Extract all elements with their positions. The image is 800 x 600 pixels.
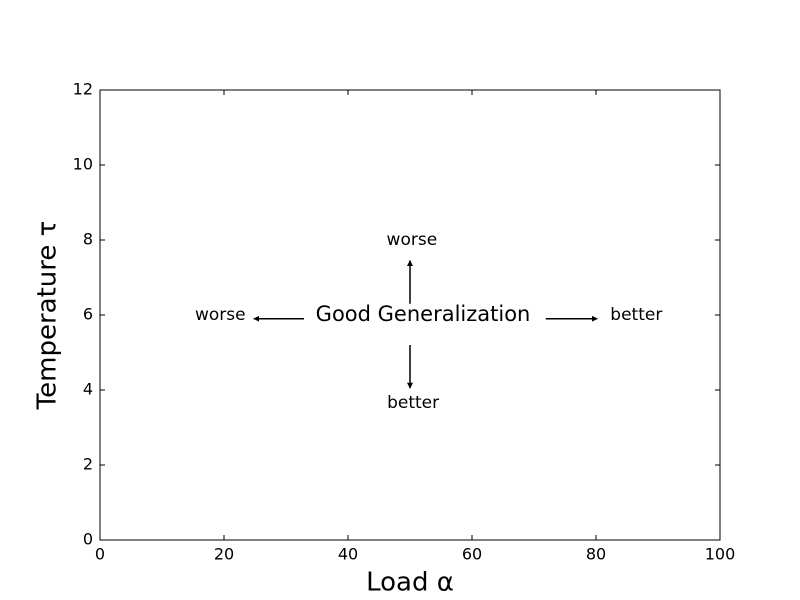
- x-tick-label: 0: [95, 545, 105, 564]
- x-tick-label: 80: [586, 545, 606, 564]
- y-tick-label: 6: [83, 305, 93, 324]
- x-tick-label: 20: [214, 545, 234, 564]
- annotation: worse: [387, 230, 438, 250]
- x-tick-label: 40: [338, 545, 358, 564]
- annotation: better: [610, 305, 662, 325]
- y-tick-label: 2: [83, 455, 93, 474]
- y-tick-label: 12: [73, 80, 93, 99]
- x-tick-label: 60: [462, 545, 482, 564]
- annotation: Good Generalization: [316, 302, 531, 326]
- y-tick-label: 10: [73, 155, 93, 174]
- y-axis-label: Temperature τ: [33, 221, 63, 411]
- y-tick-label: 0: [83, 530, 93, 549]
- annotation: worse: [195, 305, 246, 325]
- y-tick-label: 8: [83, 230, 93, 249]
- x-axis-label: Load α: [366, 568, 454, 598]
- annotation: better: [387, 393, 439, 413]
- y-tick-label: 4: [83, 380, 93, 399]
- x-tick-label: 100: [705, 545, 736, 564]
